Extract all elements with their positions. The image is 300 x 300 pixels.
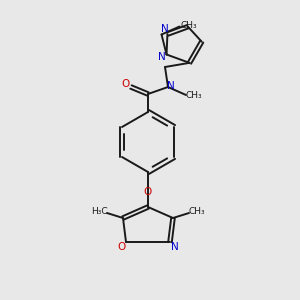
Text: CH₃: CH₃: [180, 21, 197, 30]
Text: H₃C: H₃C: [91, 208, 107, 217]
Text: CH₃: CH₃: [189, 208, 205, 217]
Text: O: O: [117, 242, 125, 252]
Text: O: O: [144, 187, 152, 197]
Text: N: N: [171, 242, 179, 252]
Text: CH₃: CH₃: [186, 92, 202, 100]
Text: N: N: [167, 81, 175, 91]
Text: O: O: [122, 79, 130, 89]
Text: N: N: [158, 52, 165, 61]
Text: N: N: [160, 24, 168, 34]
